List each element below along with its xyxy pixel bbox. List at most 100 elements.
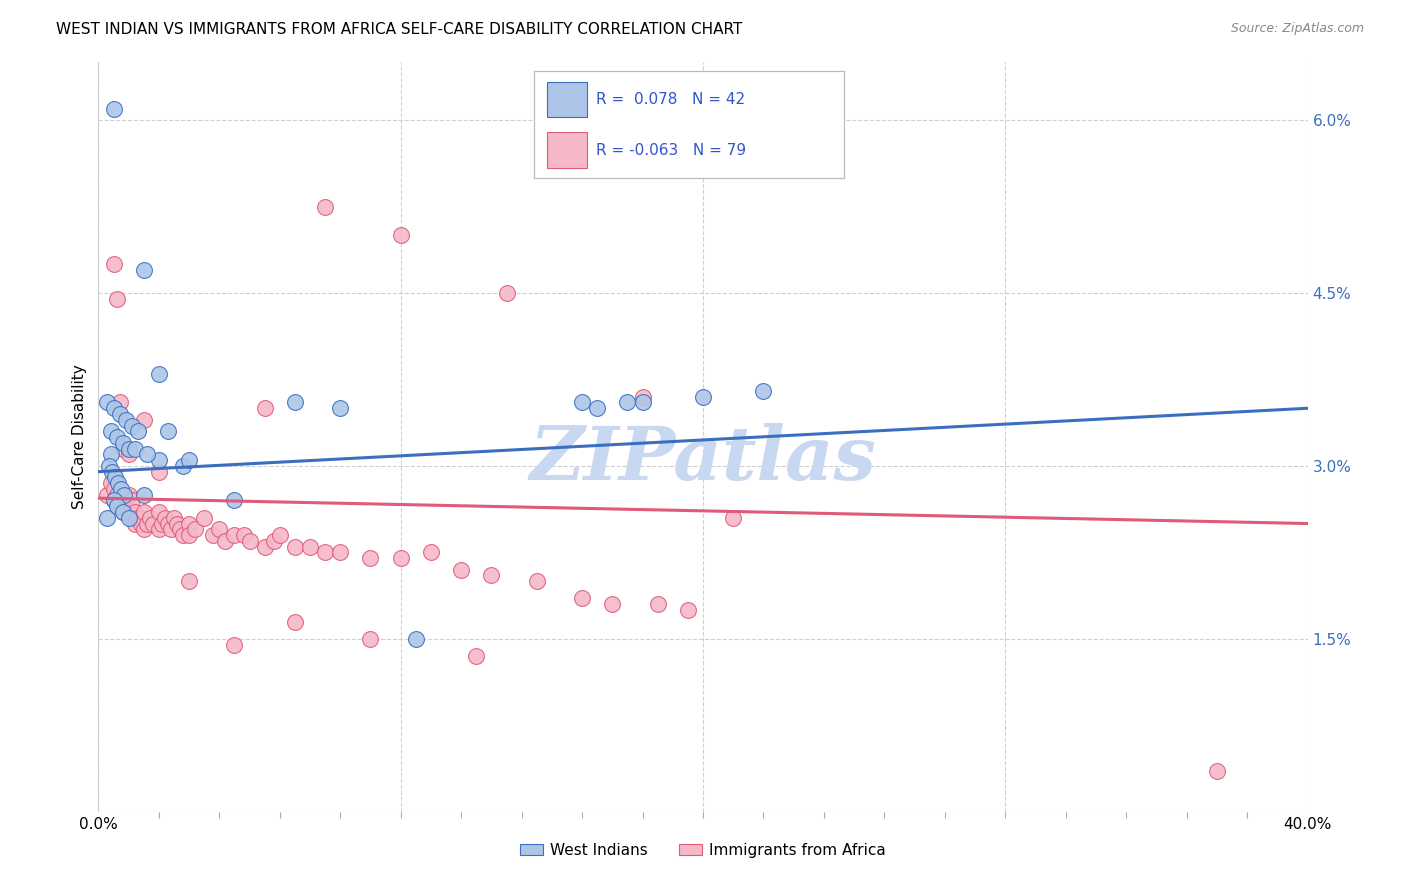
Legend: West Indians, Immigrants from Africa: West Indians, Immigrants from Africa bbox=[513, 837, 893, 864]
Point bbox=[132, 263, 155, 277]
Point bbox=[148, 505, 170, 519]
Point bbox=[129, 516, 152, 531]
Point bbox=[723, 510, 745, 524]
Point bbox=[104, 470, 127, 484]
Point bbox=[110, 482, 132, 496]
Point bbox=[314, 200, 336, 214]
Point bbox=[118, 505, 141, 519]
Point bbox=[150, 516, 173, 531]
Point bbox=[118, 488, 141, 502]
Point bbox=[111, 505, 134, 519]
Point bbox=[314, 545, 336, 559]
Point bbox=[103, 482, 125, 496]
Point bbox=[329, 545, 352, 559]
Point bbox=[111, 493, 134, 508]
Point bbox=[389, 551, 412, 566]
Point bbox=[132, 505, 155, 519]
Point bbox=[495, 285, 517, 300]
Point bbox=[586, 401, 609, 416]
Point bbox=[284, 615, 307, 629]
Point bbox=[121, 493, 143, 508]
Point bbox=[631, 390, 654, 404]
Point bbox=[124, 505, 146, 519]
Point bbox=[184, 522, 207, 536]
Text: R = -0.063   N = 79: R = -0.063 N = 79 bbox=[596, 143, 747, 158]
Point bbox=[172, 458, 194, 473]
Point bbox=[127, 510, 149, 524]
Point bbox=[98, 458, 121, 473]
Point bbox=[111, 442, 134, 456]
Point bbox=[112, 488, 135, 502]
Point bbox=[153, 510, 176, 524]
Point bbox=[127, 425, 149, 439]
Point bbox=[103, 401, 125, 416]
Point bbox=[214, 533, 236, 548]
Point bbox=[450, 563, 472, 577]
Point bbox=[148, 465, 170, 479]
Point bbox=[329, 401, 352, 416]
Point bbox=[118, 447, 141, 461]
Point bbox=[96, 395, 118, 409]
Bar bbox=[547, 82, 586, 118]
Point bbox=[111, 505, 134, 519]
Point bbox=[100, 476, 122, 491]
Point bbox=[239, 533, 262, 548]
Point bbox=[263, 533, 285, 548]
Point bbox=[389, 228, 412, 243]
Point bbox=[160, 522, 183, 536]
Text: WEST INDIAN VS IMMIGRANTS FROM AFRICA SELF-CARE DISABILITY CORRELATION CHART: WEST INDIAN VS IMMIGRANTS FROM AFRICA SE… bbox=[56, 22, 742, 37]
Point bbox=[124, 442, 146, 456]
Point bbox=[179, 516, 201, 531]
Point bbox=[132, 413, 155, 427]
Point bbox=[103, 257, 125, 271]
Point bbox=[121, 418, 143, 433]
Point bbox=[752, 384, 775, 398]
Point bbox=[105, 500, 128, 514]
Point bbox=[103, 102, 125, 116]
Point bbox=[269, 528, 291, 542]
Point bbox=[132, 522, 155, 536]
Point bbox=[111, 435, 134, 450]
Point bbox=[179, 574, 201, 589]
Point bbox=[360, 632, 382, 646]
Point bbox=[692, 390, 714, 404]
Point bbox=[193, 510, 215, 524]
Y-axis label: Self-Care Disability: Self-Care Disability bbox=[72, 365, 87, 509]
Point bbox=[202, 528, 225, 542]
Point bbox=[135, 447, 157, 461]
Point bbox=[96, 510, 118, 524]
Point bbox=[481, 568, 503, 582]
Point bbox=[148, 367, 170, 381]
Point bbox=[108, 493, 131, 508]
Point bbox=[114, 500, 136, 514]
Point bbox=[156, 516, 179, 531]
Point bbox=[148, 522, 170, 536]
Point bbox=[105, 292, 128, 306]
Point bbox=[631, 395, 654, 409]
Point bbox=[132, 488, 155, 502]
Point bbox=[526, 574, 548, 589]
Point bbox=[107, 476, 129, 491]
Point bbox=[108, 395, 131, 409]
Point bbox=[142, 516, 165, 531]
Point bbox=[103, 493, 125, 508]
Point bbox=[179, 453, 201, 467]
Text: ZIPatlas: ZIPatlas bbox=[530, 424, 876, 496]
Point bbox=[208, 522, 231, 536]
Point bbox=[284, 395, 307, 409]
Text: R =  0.078   N = 42: R = 0.078 N = 42 bbox=[596, 92, 745, 107]
Point bbox=[96, 488, 118, 502]
Point bbox=[100, 447, 122, 461]
Point bbox=[124, 516, 146, 531]
Point bbox=[118, 442, 141, 456]
Point bbox=[172, 528, 194, 542]
Point bbox=[108, 407, 131, 421]
Point bbox=[405, 632, 427, 646]
Point bbox=[616, 395, 638, 409]
Point bbox=[105, 430, 128, 444]
Point bbox=[148, 453, 170, 467]
Point bbox=[224, 528, 246, 542]
Point bbox=[571, 591, 593, 606]
Point bbox=[571, 395, 593, 409]
Point bbox=[224, 638, 246, 652]
